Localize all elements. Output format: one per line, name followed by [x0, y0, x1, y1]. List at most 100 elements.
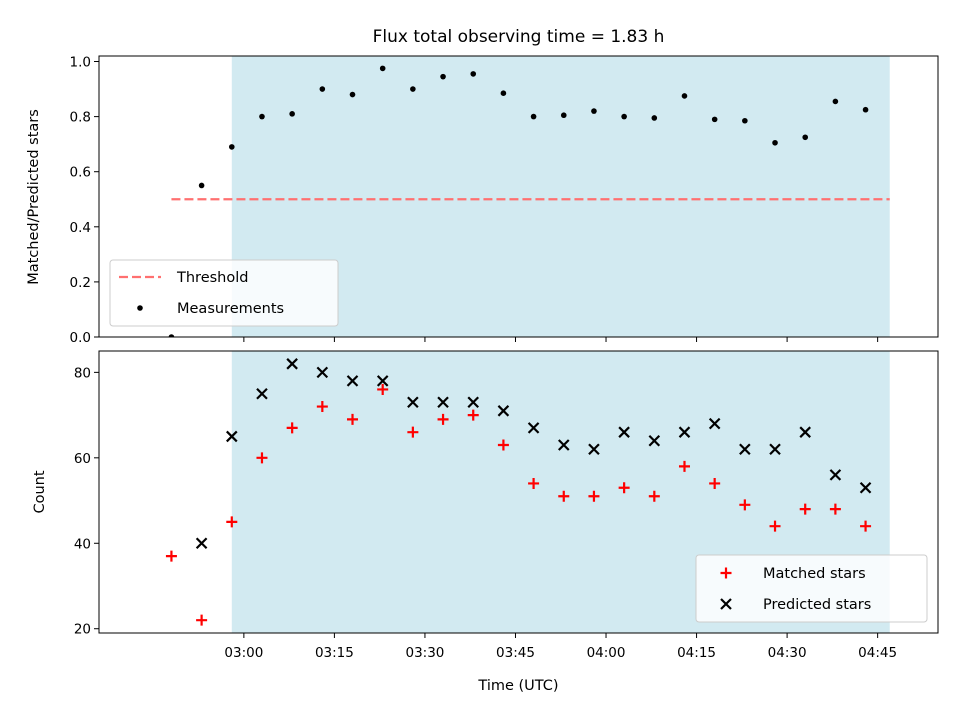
matched-stars-point — [678, 460, 690, 472]
measurements-point — [742, 117, 748, 124]
predicted-stars-point — [407, 396, 419, 409]
predicted-stars-point — [437, 396, 449, 409]
x-tick-label: 04:45 — [858, 645, 897, 661]
legend-matched-swatch — [720, 567, 732, 579]
x-tick-label: 03:45 — [496, 645, 535, 661]
matched-stars-point — [316, 401, 328, 413]
legend-threshold-label: Threshold — [176, 270, 248, 286]
bottom-series-0 — [165, 383, 872, 626]
predicted-stars-point — [195, 537, 208, 550]
x-tick-label: 04:30 — [768, 645, 807, 661]
matched-stars-point — [739, 499, 751, 511]
x-tick-label: 03:00 — [224, 645, 263, 661]
top-y-tick-label: 0.2 — [70, 275, 91, 291]
predicted-stars-point — [346, 375, 359, 387]
matched-stars-point — [377, 383, 389, 395]
matched-stars-point — [769, 520, 781, 532]
matched-stars-point — [256, 452, 268, 464]
matched-stars-point — [437, 413, 449, 425]
legend-measurements-label: Measurements — [177, 301, 284, 317]
predicted-stars-point — [557, 439, 570, 451]
predicted-stars-point — [739, 443, 751, 456]
bottom-series-1 — [195, 358, 872, 550]
top-y-axis-label: Matched/Predicted stars — [26, 109, 42, 285]
predicted-stars-point — [618, 426, 630, 438]
predicted-stars-point — [226, 430, 238, 443]
measurements-point — [681, 93, 688, 99]
predicted-stars-point — [527, 422, 540, 434]
matched-stars-point — [165, 550, 177, 562]
predicted-stars-point — [588, 443, 600, 456]
measurements-point — [259, 113, 265, 120]
top-series-0 — [168, 65, 869, 337]
measurements-point — [711, 116, 718, 123]
predicted-stars-point — [648, 434, 661, 447]
measurements-point — [470, 71, 477, 77]
measurements-point — [379, 65, 386, 72]
top-plot-area — [168, 56, 890, 337]
measurements-point — [772, 139, 778, 146]
matched-stars-point — [528, 477, 540, 489]
measurements-point — [319, 86, 326, 92]
measurements-point — [862, 106, 869, 113]
bottom-panel: 20 40 60 80 03:00 03:15 03:30 03:45 04:00 04:15 04… — [74, 350, 939, 661]
measurements-point — [198, 182, 205, 189]
matched-stars-point — [558, 490, 570, 502]
x-tick-label: 03:30 — [405, 645, 444, 661]
matched-stars-point — [467, 409, 479, 421]
measurements-point — [228, 144, 235, 150]
matched-stars-point — [829, 503, 841, 515]
legend-predicted-label: Predicted stars — [763, 597, 871, 613]
x-tick-label: 04:00 — [587, 645, 626, 661]
predicted-stars-point — [829, 469, 842, 481]
measurements-point — [289, 111, 295, 117]
bottom-y-tick-label: 80 — [74, 365, 91, 381]
top-shaded-region — [231, 56, 890, 337]
bottom-legend: Matched stars Predicted stars — [695, 554, 928, 623]
predicted-stars-point — [497, 405, 510, 417]
predicted-stars-point — [316, 366, 329, 379]
matched-stars-point — [407, 426, 419, 438]
measurements-point — [832, 98, 839, 105]
top-axes-frame — [98, 55, 939, 338]
bottom-y-tick-label: 20 — [74, 622, 91, 638]
top-panel: 0.0 0.2 0.4 0.6 0.8 1.0 Threshold Measurements — [70, 55, 939, 346]
top-y-tick-label: 0.6 — [70, 165, 91, 181]
x-tick-label: 03:15 — [315, 645, 354, 661]
bottom-y-tick-label: 60 — [74, 451, 91, 467]
measurements-point — [591, 108, 597, 114]
top-legend-box — [109, 259, 339, 327]
predicted-stars-point — [286, 358, 298, 370]
legend-measurements-swatch — [137, 305, 143, 311]
top-legend: Threshold Measurements — [109, 259, 339, 327]
matched-stars-point — [648, 490, 660, 502]
matched-stars-point — [196, 614, 208, 626]
measurements-point — [168, 334, 175, 337]
top-y-tick-label: 0.0 — [70, 330, 91, 346]
matched-stars-point — [588, 490, 600, 502]
predicted-stars-point — [376, 375, 389, 387]
predicted-stars-point — [859, 481, 872, 494]
bottom-y-tick-label: 40 — [74, 536, 91, 552]
bottom-axes-frame — [98, 350, 939, 634]
matched-stars-point — [799, 503, 811, 515]
measurements-point — [410, 86, 416, 92]
measurements-point — [440, 73, 446, 80]
matched-stars-point — [286, 422, 298, 434]
matched-stars-point — [226, 516, 238, 528]
x-tick-label: 04:15 — [677, 645, 716, 661]
legend-matched-label: Matched stars — [763, 566, 866, 582]
bottom-y-axis-label: Count — [32, 470, 48, 513]
matched-stars-point — [860, 520, 872, 532]
matched-stars-point — [618, 482, 630, 494]
measurements-point — [802, 134, 809, 141]
bottom-legend-box — [695, 554, 928, 623]
matched-stars-point — [347, 413, 359, 425]
measurements-point — [530, 113, 537, 120]
predicted-stars-point — [799, 426, 811, 438]
predicted-stars-point — [678, 426, 691, 438]
legend-predicted-swatch — [720, 598, 732, 610]
predicted-stars-point — [769, 443, 781, 456]
top-y-tick-label: 1.0 — [70, 55, 91, 71]
